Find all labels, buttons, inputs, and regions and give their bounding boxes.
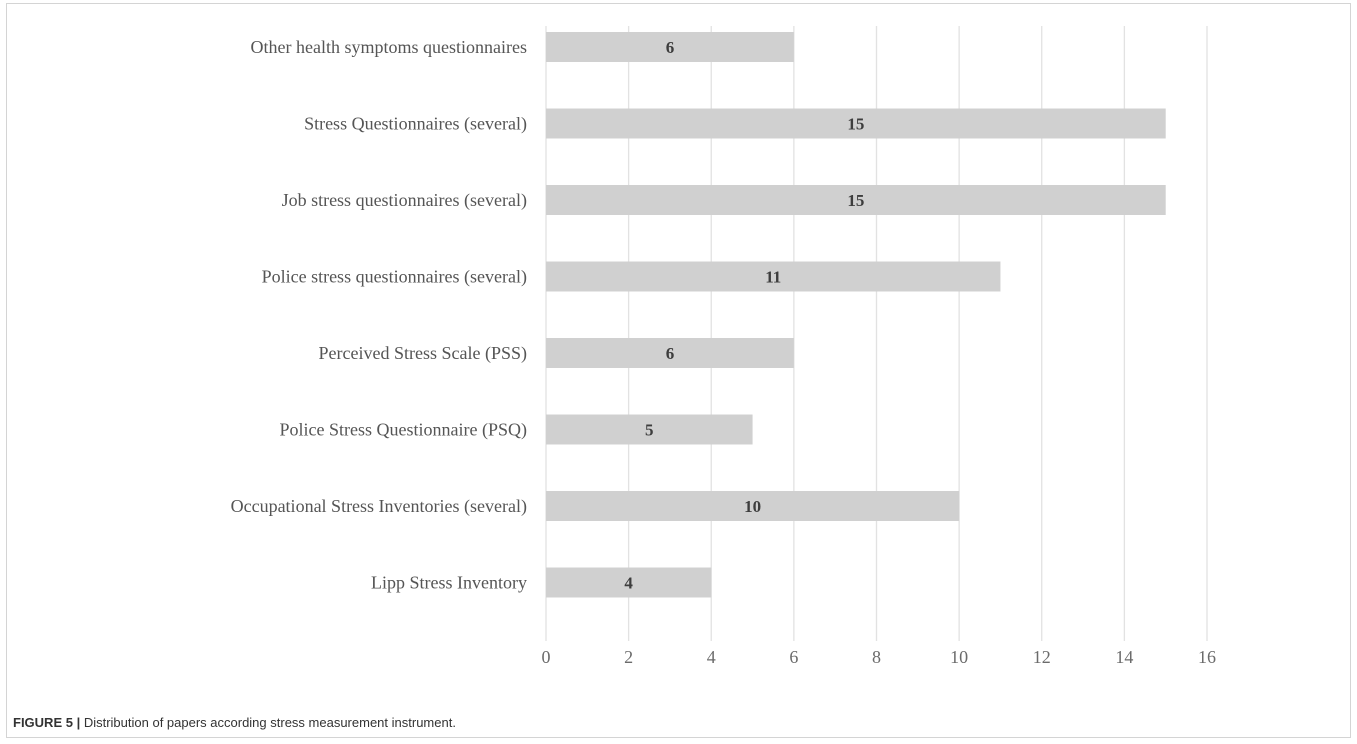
data-label: 5 bbox=[645, 421, 654, 440]
figure-frame: Other health symptoms questionnaires Stre… bbox=[6, 3, 1351, 738]
category-label: Lipp Stress Inventory bbox=[371, 573, 527, 593]
bar bbox=[546, 414, 753, 445]
x-tick-label: 2 bbox=[624, 647, 633, 667]
category-label: Police stress questionnaires (several) bbox=[262, 267, 527, 288]
bar bbox=[546, 567, 712, 598]
data-label: 15 bbox=[847, 115, 864, 134]
figure-caption: FIGURE 5 | Distribution of papers accord… bbox=[13, 715, 456, 730]
category-label: Stress Questionnaires (several) bbox=[304, 114, 527, 135]
category-label: Perceived Stress Scale (PSS) bbox=[319, 343, 527, 364]
bar bbox=[546, 338, 794, 368]
bar bbox=[546, 261, 1001, 292]
data-label: 15 bbox=[847, 191, 864, 210]
x-tick-label: 14 bbox=[1115, 647, 1133, 667]
x-tick-label: 0 bbox=[542, 647, 551, 667]
x-tick-label: 4 bbox=[707, 647, 716, 667]
figure-caption-text: Distribution of papers according stress … bbox=[83, 715, 456, 730]
x-tick-label: 8 bbox=[872, 647, 881, 667]
x-tick-label: 10 bbox=[950, 647, 968, 667]
category-label: Job stress questionnaires (several) bbox=[282, 190, 527, 211]
bar bbox=[546, 185, 1166, 215]
data-label: 11 bbox=[765, 268, 781, 287]
bar bbox=[546, 491, 960, 521]
bar-chart: Other health symptoms questionnaires Stre… bbox=[231, 26, 1217, 667]
x-axis-tick-labels: 0 2 4 6 8 10 12 14 16 bbox=[542, 647, 1217, 667]
x-tick-label: 6 bbox=[789, 647, 798, 667]
bar bbox=[546, 32, 794, 62]
data-labels: 6 15 15 11 6 5 10 4 bbox=[624, 38, 864, 593]
bar bbox=[546, 108, 1166, 139]
figure-caption-label: FIGURE 5 | bbox=[13, 715, 81, 730]
data-label: 10 bbox=[744, 497, 761, 516]
data-label: 4 bbox=[624, 574, 633, 593]
category-label: Other health symptoms questionnaires bbox=[251, 37, 527, 57]
bars bbox=[546, 32, 1166, 598]
x-tick-label: 12 bbox=[1033, 647, 1051, 667]
category-label: Police Stress Questionnaire (PSQ) bbox=[280, 420, 527, 441]
category-labels: Other health symptoms questionnaires Stre… bbox=[231, 37, 527, 593]
x-tick-label: 16 bbox=[1198, 647, 1216, 667]
data-label: 6 bbox=[666, 38, 675, 57]
data-label: 6 bbox=[666, 344, 675, 363]
category-label: Occupational Stress Inventories (several… bbox=[231, 496, 527, 517]
